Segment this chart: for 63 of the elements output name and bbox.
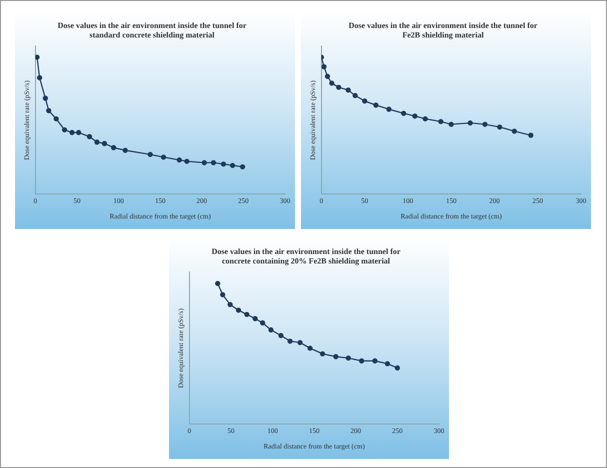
- point: [297, 340, 303, 346]
- point: [346, 87, 351, 93]
- point: [260, 320, 266, 326]
- point: [184, 158, 190, 164]
- point: [160, 154, 166, 160]
- point: [202, 160, 207, 166]
- point: [94, 140, 100, 145]
- point: [438, 118, 444, 124]
- point: [268, 327, 274, 333]
- point: [42, 96, 48, 101]
- point: [69, 130, 75, 136]
- point: [359, 358, 364, 364]
- point: [230, 162, 236, 168]
- point: [76, 130, 82, 136]
- point: [394, 365, 400, 371]
- point: [252, 316, 258, 322]
- point: [46, 108, 52, 114]
- point: [386, 106, 392, 112]
- point: [240, 164, 246, 170]
- point: [86, 134, 92, 140]
- point: [244, 312, 250, 318]
- point: [448, 122, 454, 127]
- chart-title: Dose values in the air environment inside the tunnel for Fe2B shielding material: [348, 20, 538, 40]
- point: [111, 145, 116, 150]
- point: [278, 332, 284, 338]
- point: [321, 64, 327, 70]
- point: [333, 354, 338, 360]
- point: [62, 127, 68, 132]
- point: [362, 98, 368, 104]
- point: [336, 84, 342, 90]
- point: [54, 116, 59, 122]
- point: [329, 80, 334, 86]
- point: [373, 102, 379, 108]
- point: [215, 280, 220, 286]
- point: [422, 116, 428, 122]
- point: [35, 54, 40, 60]
- point: [122, 148, 128, 153]
- point: [497, 124, 502, 130]
- point: [384, 361, 390, 366]
- point: [220, 292, 226, 298]
- point: [320, 351, 326, 356]
- point: [307, 346, 313, 351]
- point: [412, 113, 418, 119]
- point: [148, 152, 153, 158]
- point: [176, 157, 182, 163]
- point: [102, 140, 108, 146]
- point: [401, 110, 406, 116]
- point: [482, 122, 488, 127]
- point: [36, 75, 42, 80]
- point: [228, 302, 233, 308]
- point: [287, 338, 293, 344]
- point: [468, 120, 473, 126]
- point: [346, 355, 351, 361]
- point: [220, 161, 226, 167]
- point: [210, 160, 216, 166]
- point: [528, 132, 534, 138]
- point: [372, 358, 378, 364]
- point: [236, 308, 242, 313]
- chart-title: Dose values in the air environment inside the tunnel for concrete containing 20% Fe2B shielding material: [212, 246, 401, 266]
- chart-title: Dose values in the air environment inside the tunnel for standard concrete shielding material: [58, 20, 247, 40]
- point: [512, 128, 517, 134]
- point: [352, 92, 358, 98]
- point: [324, 74, 330, 79]
